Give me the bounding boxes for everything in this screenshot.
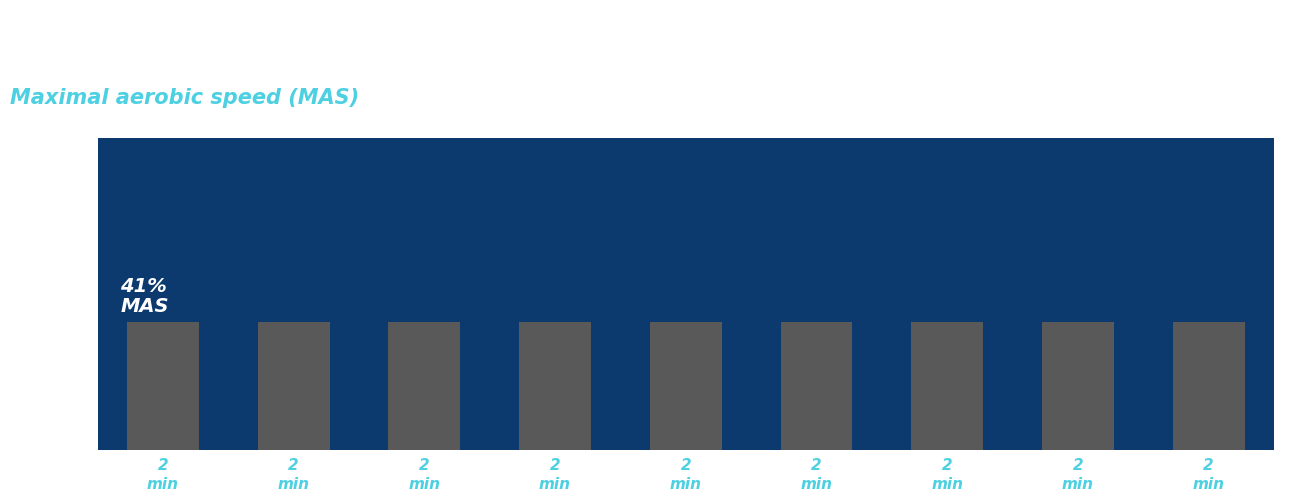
Bar — [127, 322, 199, 450]
Bar — [1173, 322, 1244, 450]
Bar — [1043, 322, 1114, 450]
Bar — [519, 322, 592, 450]
Text: 95%: 95% — [16, 180, 62, 199]
Bar — [911, 322, 983, 450]
Bar — [780, 322, 853, 450]
Bar — [389, 322, 460, 450]
Text: MAS: MAS — [16, 220, 64, 239]
Text: MAS: MAS — [121, 296, 169, 316]
Text: Maximal aerobic speed (MAS): Maximal aerobic speed (MAS) — [10, 88, 360, 108]
Text: 41%: 41% — [121, 276, 168, 295]
Bar — [650, 322, 722, 450]
Bar — [257, 322, 329, 450]
